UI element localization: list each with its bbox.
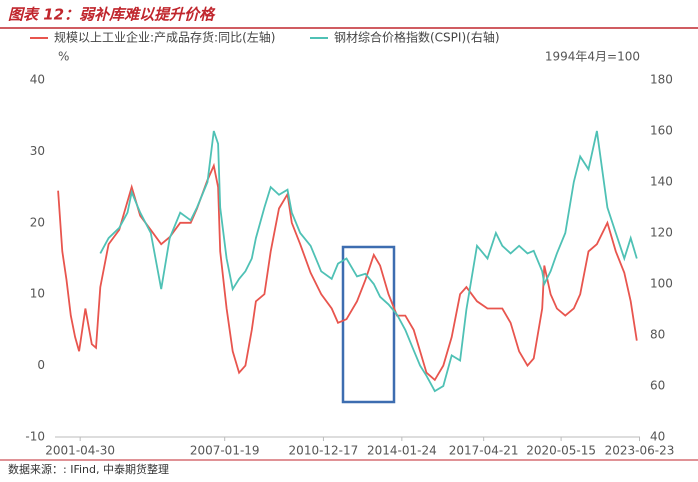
y2-tick-label: 60 bbox=[650, 379, 665, 393]
y-tick-label: 30 bbox=[30, 144, 45, 158]
y-unit: % bbox=[58, 50, 69, 64]
y2-tick-label: 40 bbox=[650, 430, 665, 444]
y-tick-label: 20 bbox=[30, 215, 45, 229]
x-tick-label: 2014-01-24 bbox=[367, 444, 437, 458]
legend-label: 规模以上工业企业:产成品存货:同比(左轴) bbox=[54, 30, 275, 45]
x-tick-label: 2017-04-21 bbox=[449, 444, 519, 458]
y2-tick-label: 100 bbox=[650, 277, 673, 291]
chart-title: 图表 12：弱补库难以提升价格 bbox=[8, 6, 216, 24]
series-line bbox=[99, 130, 638, 393]
y-tick-label: 40 bbox=[30, 73, 45, 87]
x-tick-label: 2010-12-17 bbox=[289, 444, 359, 458]
highlight-box bbox=[341, 245, 396, 404]
y2-note: 1994年4月=100 bbox=[545, 50, 640, 64]
x-tick-label: 2023-06-23 bbox=[605, 444, 675, 458]
legend-label: 钢材综合价格指数(CSPI)(右轴) bbox=[334, 30, 500, 45]
y2-tick-label: 80 bbox=[650, 328, 665, 342]
series-line bbox=[57, 162, 638, 382]
y2-tick-label: 140 bbox=[650, 175, 673, 189]
y2-tick-label: 180 bbox=[650, 73, 673, 87]
y-tick-label: 10 bbox=[30, 287, 45, 301]
x-tick-label: 2007-01-19 bbox=[190, 444, 260, 458]
x-tick-label: 2001-04-30 bbox=[45, 444, 115, 458]
y-tick-label: 0 bbox=[37, 358, 45, 372]
y-tick-label: -10 bbox=[25, 430, 45, 444]
source: 数据来源：: IFind, 中泰期货整理 bbox=[8, 462, 169, 476]
y2-tick-label: 120 bbox=[650, 226, 673, 240]
x-tick-label: 2020-05-15 bbox=[526, 444, 596, 458]
y2-tick-label: 160 bbox=[650, 124, 673, 138]
